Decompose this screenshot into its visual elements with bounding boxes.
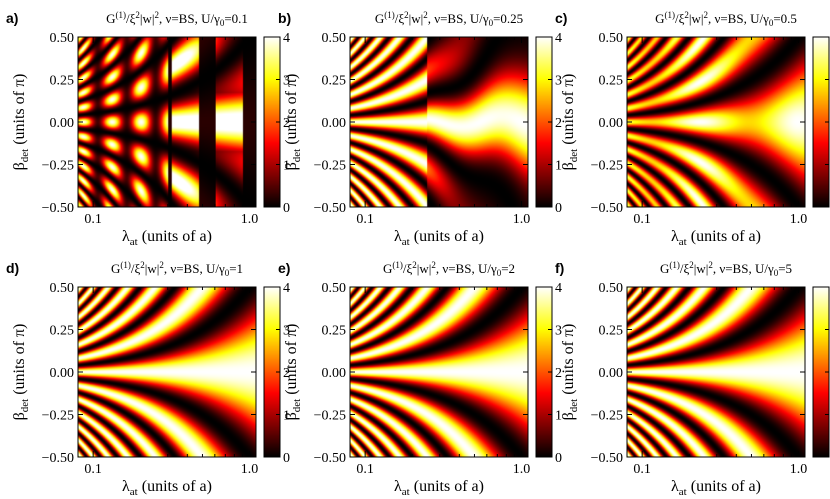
y-tick-label: 0.25 [599, 324, 624, 339]
colorbar-tick-label: 4 [283, 281, 290, 296]
colorbar-tick-label: 0 [555, 201, 562, 216]
y-tick-label: 0.00 [50, 366, 75, 381]
y-tick-label: −0.25 [42, 409, 74, 424]
x-tick-label: 1.0 [790, 212, 808, 227]
x-axis-label: λat (units of a) [394, 228, 484, 248]
panel-f: f) G(1)/ξ2|w|2, ν=BS, U/γ0=5 −0.50 −0.25 0.0… [555, 260, 830, 498]
y-tick-label: 0.00 [599, 116, 624, 131]
x-axis-label: λat (units of a) [122, 478, 212, 498]
y-tick-label: −0.25 [42, 159, 74, 174]
panel-title: G(1)/ξ2|w|2, ν=BS, U/γ0=0.1 [106, 10, 248, 28]
y-tick-label: 0.50 [322, 281, 347, 296]
panel-title: G(1)/ξ2|w|2, ν=BS, U/γ0=5 [660, 260, 792, 278]
x-tick-label: 1.0 [241, 462, 259, 477]
heatmap-image [350, 287, 528, 457]
x-tick-label: 1.0 [241, 212, 259, 227]
panel-title: G(1)/ξ2|w|2, ν=BS, U/γ0=0.25 [375, 10, 523, 28]
colorbar-tick-label: 3 [283, 324, 290, 339]
colorbar-tick-label: 4 [283, 31, 290, 46]
colorbar-tick-label: 1 [283, 409, 290, 424]
panel-label: e) [278, 260, 290, 276]
y-tick-label: 0.25 [50, 324, 75, 339]
panel-a: a) G(1)/ξ2|w|2, ν=BS, U/γ0=0.1 −0.50 −0.25 0… [6, 10, 290, 248]
x-axis-label: λat (units of a) [671, 478, 761, 498]
colorbar-tick-label: 2 [283, 366, 290, 381]
panel-title: G(1)/ξ2|w|2, ν=BS, U/γ0=1 [111, 260, 243, 278]
heatmap-image [350, 37, 528, 207]
y-axis-label: βdet (units of π) [283, 324, 303, 421]
y-tick-label: −0.50 [314, 451, 346, 466]
x-tick-label: 0.1 [84, 462, 102, 477]
y-tick-label: 0.25 [599, 74, 624, 89]
y-axis-label: βdet (units of π) [560, 74, 580, 171]
y-axis-label: βdet (units of π) [11, 74, 31, 171]
panel-label: d) [6, 260, 19, 276]
y-tick-label: −0.50 [591, 201, 623, 216]
heatmap-image [78, 37, 256, 207]
y-tick-label: 0.00 [599, 366, 624, 381]
colorbar-tick-label: 2 [555, 116, 562, 131]
y-tick-label: −0.50 [591, 451, 623, 466]
x-tick-label: 1.0 [513, 212, 531, 227]
x-tick-label: 0.1 [356, 462, 374, 477]
x-tick-label: 0.1 [84, 212, 102, 227]
y-tick-label: 0.00 [322, 116, 347, 131]
y-tick-label: 0.50 [50, 31, 75, 46]
colorbar-tick-label: 1 [283, 159, 290, 174]
x-tick-label: 0.1 [356, 212, 374, 227]
y-tick-label: −0.25 [591, 159, 623, 174]
colorbar-tick-label: 0 [283, 451, 290, 466]
y-tick-label: 0.50 [599, 31, 624, 46]
panel-c: c) G(1)/ξ2|w|2, ν=BS, U/γ0=0.5 −0.50 −0.25 0… [555, 10, 830, 248]
y-tick-label: −0.25 [314, 409, 346, 424]
panel-b: b) G(1)/ξ2|w|2, ν=BS, U/γ0=0.25 −0.50 −0.25… [278, 10, 562, 248]
x-tick-label: 0.1 [633, 212, 651, 227]
colorbar-tick-label: 0 [555, 451, 562, 466]
y-tick-label: 0.50 [50, 281, 75, 296]
y-tick-label: 0.50 [322, 31, 347, 46]
colorbar-tick-label: 4 [555, 281, 562, 296]
x-axis-label: λat (units of a) [122, 228, 212, 248]
colorbar-tick-label: 4 [555, 31, 562, 46]
y-tick-label: 0.25 [322, 74, 347, 89]
colorbar-tick-label: 3 [283, 74, 290, 89]
heatmap-image [78, 287, 256, 457]
colorbar-tick-label: 1 [555, 409, 562, 424]
y-tick-label: −0.50 [42, 451, 74, 466]
y-tick-label: −0.25 [591, 409, 623, 424]
panel-d: d) G(1)/ξ2|w|2, ν=BS, U/γ0=1 −0.50 −0.25 0.0… [6, 260, 290, 498]
x-tick-label: 0.1 [633, 462, 651, 477]
x-axis-label: λat (units of a) [394, 478, 484, 498]
panel-label: f) [555, 260, 564, 276]
y-tick-label: −0.50 [314, 201, 346, 216]
y-tick-label: −0.50 [42, 201, 74, 216]
x-axis-label: λat (units of a) [671, 228, 761, 248]
x-tick-label: 1.0 [790, 462, 808, 477]
y-axis-label: βdet (units of π) [560, 324, 580, 421]
y-tick-label: 0.50 [599, 281, 624, 296]
y-tick-label: 0.25 [322, 324, 347, 339]
colorbar-tick-label: 3 [555, 324, 562, 339]
heatmap-image [627, 37, 805, 207]
x-tick-label: 1.0 [513, 462, 531, 477]
y-tick-label: 0.00 [322, 366, 347, 381]
panel-label: c) [555, 10, 567, 26]
colorbar-tick-label: 2 [555, 366, 562, 381]
heatmap-image [627, 287, 805, 457]
colorbar-tick-label: 0 [283, 201, 290, 216]
panel-label: b) [278, 10, 291, 26]
panel-label: a) [6, 10, 18, 26]
panel-e: e) G(1)/ξ2|w|2, ν=BS, U/γ0=2 −0.50 −0.25 0.0… [278, 260, 562, 498]
y-axis-label: βdet (units of π) [283, 74, 303, 171]
colorbar-tick-label: 1 [555, 159, 562, 174]
panel-title: G(1)/ξ2|w|2, ν=BS, U/γ0=0.5 [655, 10, 797, 28]
y-tick-label: −0.25 [314, 159, 346, 174]
colorbar-tick-label: 3 [555, 74, 562, 89]
panel-title: G(1)/ξ2|w|2, ν=BS, U/γ0=2 [383, 260, 515, 278]
y-tick-label: 0.00 [50, 116, 75, 131]
y-axis-label: βdet (units of π) [11, 324, 31, 421]
y-tick-label: 0.25 [50, 74, 75, 89]
colorbar-tick-label: 2 [283, 116, 290, 131]
